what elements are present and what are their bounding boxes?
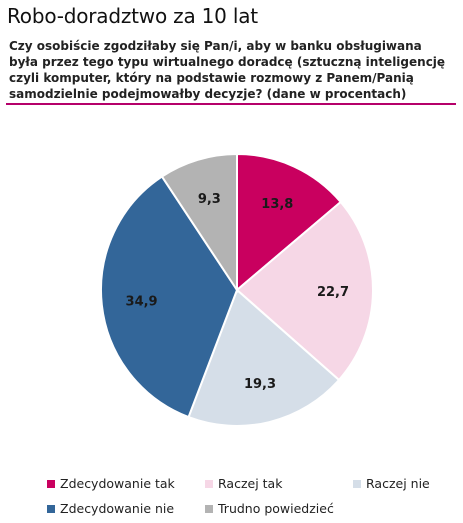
legend: Zdecydowanie tak Raczej tak Raczej nie Z… xyxy=(0,470,463,520)
pie-slice-raczej-nie xyxy=(187,288,341,427)
legend-label: Raczej tak xyxy=(218,476,283,491)
legend-swatch xyxy=(47,479,55,488)
legend-swatch xyxy=(47,504,55,513)
pie-slice-raczej-tak xyxy=(235,200,374,382)
data-label-raczej-tak: 22,7 xyxy=(317,285,349,300)
title-divider xyxy=(6,103,456,105)
legend-item-zdecydowanie-nie: Zdecydowanie nie xyxy=(47,501,174,516)
data-label-raczej-nie: 19,3 xyxy=(244,377,276,392)
pie-slice-zdecydowanie-tak xyxy=(236,152,343,293)
chart-subtitle: Czy osobiście zgodziłaby się Pan/i, aby … xyxy=(9,39,446,101)
data-label-zdecydowanie-tak: 13,8 xyxy=(261,197,293,212)
legend-label: Trudno powiedzieć xyxy=(218,501,334,516)
legend-label: Raczej nie xyxy=(366,476,430,491)
pie-slice-zdecydowanie-nie xyxy=(100,175,239,419)
legend-item-raczej-nie: Raczej nie xyxy=(353,476,430,491)
legend-swatch xyxy=(205,504,213,513)
legend-item-trudno-powiedziec: Trudno powiedzieć xyxy=(205,501,334,516)
legend-label: Zdecydowanie nie xyxy=(60,501,175,516)
legend-swatch xyxy=(353,479,361,488)
legend-item-raczej-tak: Raczej tak xyxy=(205,476,282,491)
legend-label: Zdecydowanie tak xyxy=(60,476,175,491)
data-label-trudno-powiedziec: 9,3 xyxy=(198,192,221,207)
pie-slice-trudno-powiedziec xyxy=(160,152,238,294)
page-title: Robo-doradztwo za 10 lat xyxy=(7,4,258,28)
legend-swatch xyxy=(205,479,213,488)
data-label-zdecydowanie-nie: 34,9 xyxy=(126,295,158,310)
legend-item-zdecydowanie-tak: Zdecydowanie tak xyxy=(47,476,175,491)
pie-chart: 13,8 22,7 19,3 34,9 9,3 xyxy=(100,152,374,427)
